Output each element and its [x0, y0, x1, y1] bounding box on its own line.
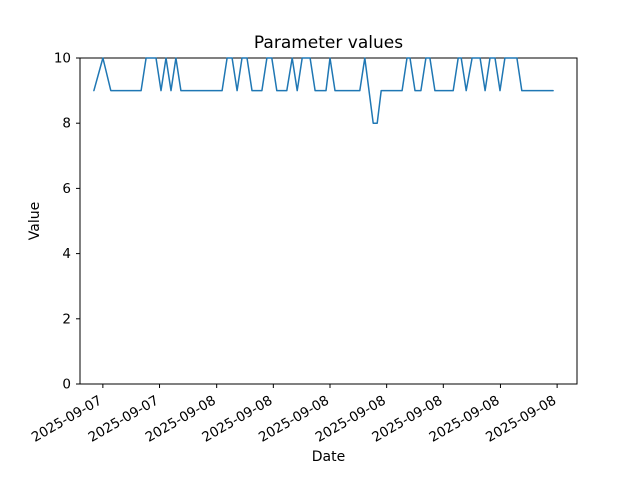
- data-line: [93, 57, 554, 124]
- y-axis-label: Value: [27, 201, 43, 241]
- y-tick-label: 8: [62, 116, 71, 132]
- y-tick-label: 10: [54, 51, 71, 67]
- y-tick-label: 4: [62, 246, 71, 262]
- plot-frame: [79, 57, 578, 385]
- y-tick-label: 6: [62, 181, 71, 197]
- y-tick-label: 0: [62, 377, 71, 393]
- x-axis-label: Date: [311, 449, 346, 465]
- chart-title: Parameter values: [253, 33, 404, 53]
- y-tick-label: 2: [62, 311, 71, 327]
